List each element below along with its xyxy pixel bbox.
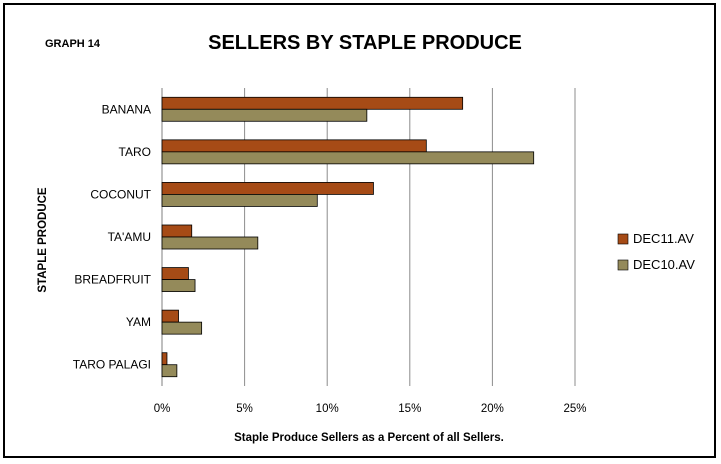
category-labels: BANANA TARO COCONUT TA'AMU BREADFRUIT YAM TARO… [73,102,152,371]
bar-dec10-av-banana [161,108,368,122]
x-tick-label: 15% [398,403,421,415]
legend-swatch [617,259,629,271]
legend-label: DEC10.AV [633,257,695,272]
bar-chart: GRAPH 14 SELLERS BY STAPLE PRODUCE BANAN… [37,32,695,444]
bar-dec10-av-yam [161,321,203,335]
x-tick-label: 20% [481,403,504,415]
bar-dec11-av-ta-amu [161,224,193,238]
bar-dec11-av-coconut [161,182,374,195]
bar-dec10-av-breadfruit [161,279,196,292]
bar-dec10-av-coconut [161,194,318,207]
x-axis-title: Staple Produce Sellers as a Percent of a… [234,432,504,444]
graph-label: GRAPH 14 [45,38,101,50]
bar-dec10-av-taro-palagi [161,364,178,378]
legend-swatch [617,233,629,245]
category-label: YAM [126,315,151,329]
x-tick-label: 25% [563,403,586,415]
bar-dec10-av-taro [161,151,535,165]
category-label: COCONUT [90,187,151,201]
x-tick-labels: 0% 5% 10% 15% 20% 25% [154,403,587,415]
x-tick-label: 10% [316,403,339,415]
bar-dec11-av-banana [161,96,464,110]
bar-dec11-av-taro-palagi [161,352,168,366]
category-label: TA'AMU [108,230,151,244]
category-label: BANANA [102,102,151,116]
chart-frame [3,3,716,458]
legend-label: DEC11.AV [633,231,694,246]
category-label: BREADFRUIT [74,273,151,287]
y-axis-title: STAPLE PRODUCE [37,187,49,293]
category-label: TARO [119,145,151,159]
category-label: TARO PALAGI [73,358,151,372]
x-tick-label: 5% [236,403,253,415]
bar-dec10-av-ta-amu [161,236,259,250]
bars [161,96,535,378]
bar-dec11-av-breadfruit [161,267,189,280]
gridlines [161,88,576,386]
bar-dec11-av-taro [161,139,427,153]
bar-dec11-av-yam [161,309,179,323]
chart-title: SELLERS BY STAPLE PRODUCE [208,32,522,54]
x-tick-label: 0% [154,403,171,415]
legend: DEC11.AV DEC10.AV [617,231,695,272]
